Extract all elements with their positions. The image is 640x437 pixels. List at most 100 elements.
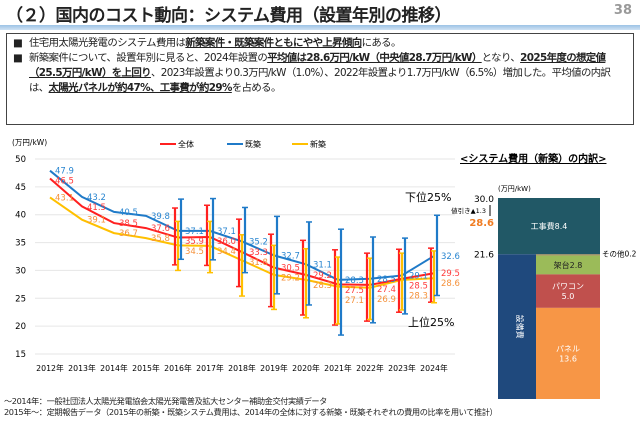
data-label: 28.5 — [377, 275, 396, 285]
x-tick-label: 2016年 — [164, 363, 192, 373]
segment-label: その他0.2 — [602, 248, 637, 258]
data-label: 35.2 — [249, 237, 268, 247]
summary-bullet-2: ■ 新築案件について、設置年別に見ると、2024年設置の平均値は28.6万円/k… — [13, 51, 627, 96]
data-label: 43.2 — [87, 193, 106, 203]
footnotes: ～2014年：一般社団法人太陽光発電協会太陽光発電普及拡大センター補助金交付実績… — [4, 396, 636, 418]
text: となり、 — [481, 52, 521, 64]
data-label: 47.9 — [55, 167, 74, 177]
y-tick-label: 20 — [15, 322, 26, 332]
x-tick-label: 2012年 — [36, 363, 64, 373]
segment-その他 — [536, 254, 600, 256]
bullet-icon: ■ — [13, 37, 23, 49]
emphasis: 新築案件・既築案件ともにやや上昇傾向 — [185, 37, 362, 49]
breakdown-title: <システム費用（新築）の内訳> — [460, 152, 606, 165]
data-label: 31.1 — [313, 260, 332, 270]
total-label: 28.6 — [469, 218, 494, 229]
data-label: 29.2 — [281, 274, 300, 284]
segment-架台 — [536, 255, 600, 275]
data-label: 33.3 — [249, 248, 268, 258]
x-tick-label: 2013年 — [68, 363, 96, 373]
y-tick-label: 25 — [15, 294, 26, 304]
page-number: 38 — [613, 3, 632, 18]
breakdown-chart: <システム費用（新築）の内訳> (万円/kW) 工事費8.4 その他0.2 架台2.8 パ… — [451, 152, 637, 399]
x-tick-label: 2023年 — [388, 363, 416, 373]
data-label: 32.6 — [441, 252, 460, 262]
emphasis: 太陽光パネルが約47%、工事費が約29% — [48, 82, 233, 94]
data-label: 37.1 — [185, 227, 204, 237]
legend-label: 全体 — [178, 139, 194, 149]
data-label: 30.5 — [281, 264, 300, 274]
segment-label: 設備費 — [515, 315, 525, 339]
data-label: 41.5 — [87, 203, 106, 213]
text: を占める。 — [231, 82, 282, 94]
equipment-total-label: 21.6 — [474, 250, 494, 260]
text: 、2023年設置より0.3万円/kW（1.0%）、2022年設置より1.7万円/… — [29, 67, 611, 94]
data-label: 28.5 — [409, 281, 428, 291]
data-label: 27.5 — [345, 286, 364, 296]
data-label: 38.5 — [119, 219, 138, 229]
data-label: 32.7 — [281, 251, 300, 261]
total-before-label: 30.0 — [474, 195, 494, 205]
data-label: 28.6 — [441, 279, 460, 289]
data-label: 28.3 — [409, 291, 428, 301]
x-tick-label: 2014年 — [100, 363, 128, 373]
data-label: 39.1 — [87, 216, 106, 226]
data-label: 37.6 — [151, 224, 170, 234]
x-tick-label: 2020年 — [292, 363, 320, 373]
x-tick-label: 2024年 — [420, 363, 448, 373]
y-tick-label: 45 — [15, 183, 26, 193]
segment-label: 工事費8.4 — [531, 221, 568, 231]
data-label: 37.1 — [217, 227, 236, 237]
segment-パネル — [536, 307, 600, 399]
summary-box: ■ 住宅用太陽光発電のシステム費用は新築案件・既築案件ともにやや上昇傾向にある。… — [6, 33, 634, 125]
data-label: 28.3 — [345, 276, 364, 286]
emphasis: 2025年度の想定値（25.5万円/kW）を上回り — [29, 52, 606, 79]
y-tick-label: 15 — [15, 350, 26, 360]
data-label: 46.5 — [55, 177, 74, 187]
y-tick-label: 50 — [15, 155, 26, 165]
line-chart: (万円/kW) 15 20 25 30 35 40 45 50 2012年 2013年 2014年 20… — [12, 138, 460, 373]
data-label: 28.3 — [313, 281, 332, 291]
data-label: 26.9 — [377, 295, 396, 305]
segment-パワコン — [536, 274, 600, 308]
data-label: 31.8 — [249, 258, 268, 268]
segment-工事費 — [498, 198, 600, 255]
data-label: 27.1 — [345, 296, 364, 306]
annotation-upper-quartile: 上位25% — [408, 315, 454, 329]
emphasis: 平均値は28.6万円/kW（中央値28.7万円/kW） — [267, 52, 482, 64]
segment-equipment — [498, 254, 536, 399]
segment-label: パワコン — [552, 282, 584, 291]
segment-value: 5.0 — [562, 292, 575, 301]
data-label: 35.9 — [185, 237, 204, 247]
data-label: 35.8 — [151, 234, 170, 244]
data-label: 40.5 — [119, 208, 138, 218]
x-tick-label: 2018年 — [228, 363, 256, 373]
x-tick-label: 2021年 — [324, 363, 352, 373]
y-tick-label: 30 — [15, 266, 26, 276]
legend-label: 既築 — [245, 139, 261, 149]
data-label: 29.2 — [313, 271, 332, 281]
y-tick-label: 35 — [15, 239, 26, 249]
segment-label: パネル — [556, 344, 580, 353]
bullet-icon: ■ — [13, 52, 23, 64]
footnote: ～2014年：一般社団法人太陽光発電協会太陽光発電普及拡大センター補助金交付実績… — [4, 396, 327, 406]
footnote: 2015年～：定期報告データ（2015年の新築・既築システム費用は、2014年の… — [4, 407, 498, 417]
summary-bullet-1: ■ 住宅用太陽光発電のシステム費用は新築案件・既築案件ともにやや上昇傾向にある。 — [13, 36, 627, 51]
x-tick-label: 2022年 — [356, 363, 384, 373]
data-label: 36.0 — [217, 237, 236, 247]
title-rule — [0, 25, 640, 30]
data-label: 43.1 — [55, 193, 74, 203]
x-tick-label: 2019年 — [260, 363, 288, 373]
y-axis-label: (万円/kW) — [12, 138, 47, 147]
page-title: （２）国内のコスト動向：システム費用（設置年別の推移） — [6, 6, 452, 26]
segment-label: 架台2.8 — [554, 260, 583, 270]
y-tick-label: 40 — [15, 211, 26, 221]
data-label: 39.8 — [151, 212, 170, 222]
legend-label: 新築 — [310, 139, 326, 149]
text: 住宅用太陽光発電のシステム費用は — [29, 37, 186, 49]
text: にある。 — [361, 37, 402, 49]
annotation-lower-quartile: 下位25% — [405, 190, 451, 204]
data-label: 34.5 — [185, 247, 204, 257]
x-tick-label: 2017年 — [196, 363, 224, 373]
segment-value: 13.6 — [559, 354, 577, 363]
